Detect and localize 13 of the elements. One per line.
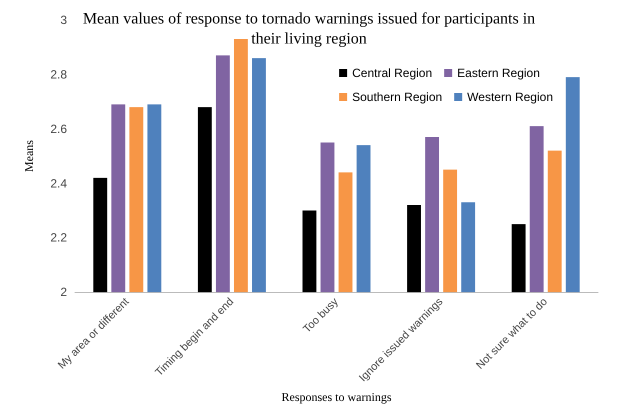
y-axis-title: Means bbox=[22, 140, 36, 172]
y-tick-label: 2.8 bbox=[50, 67, 68, 82]
x-axis-title: Responses to warnings bbox=[282, 390, 392, 404]
y-tick-label: 2.2 bbox=[50, 230, 68, 245]
legend-label: Central Region bbox=[352, 66, 432, 80]
y-tick-label: 3 bbox=[60, 13, 68, 27]
y-tick-label: 2.4 bbox=[50, 176, 68, 190]
chart-title: Mean values of response to tornado warnings issued for participants in their living region bbox=[82, 10, 536, 48]
legend-label: Western Region bbox=[467, 90, 554, 104]
y-tick-label: 2 bbox=[60, 285, 68, 300]
legend-label: Eastern Region bbox=[457, 66, 540, 80]
y-tick-label: 2.6 bbox=[50, 122, 68, 136]
legend-label: Southern Region bbox=[352, 90, 442, 104]
